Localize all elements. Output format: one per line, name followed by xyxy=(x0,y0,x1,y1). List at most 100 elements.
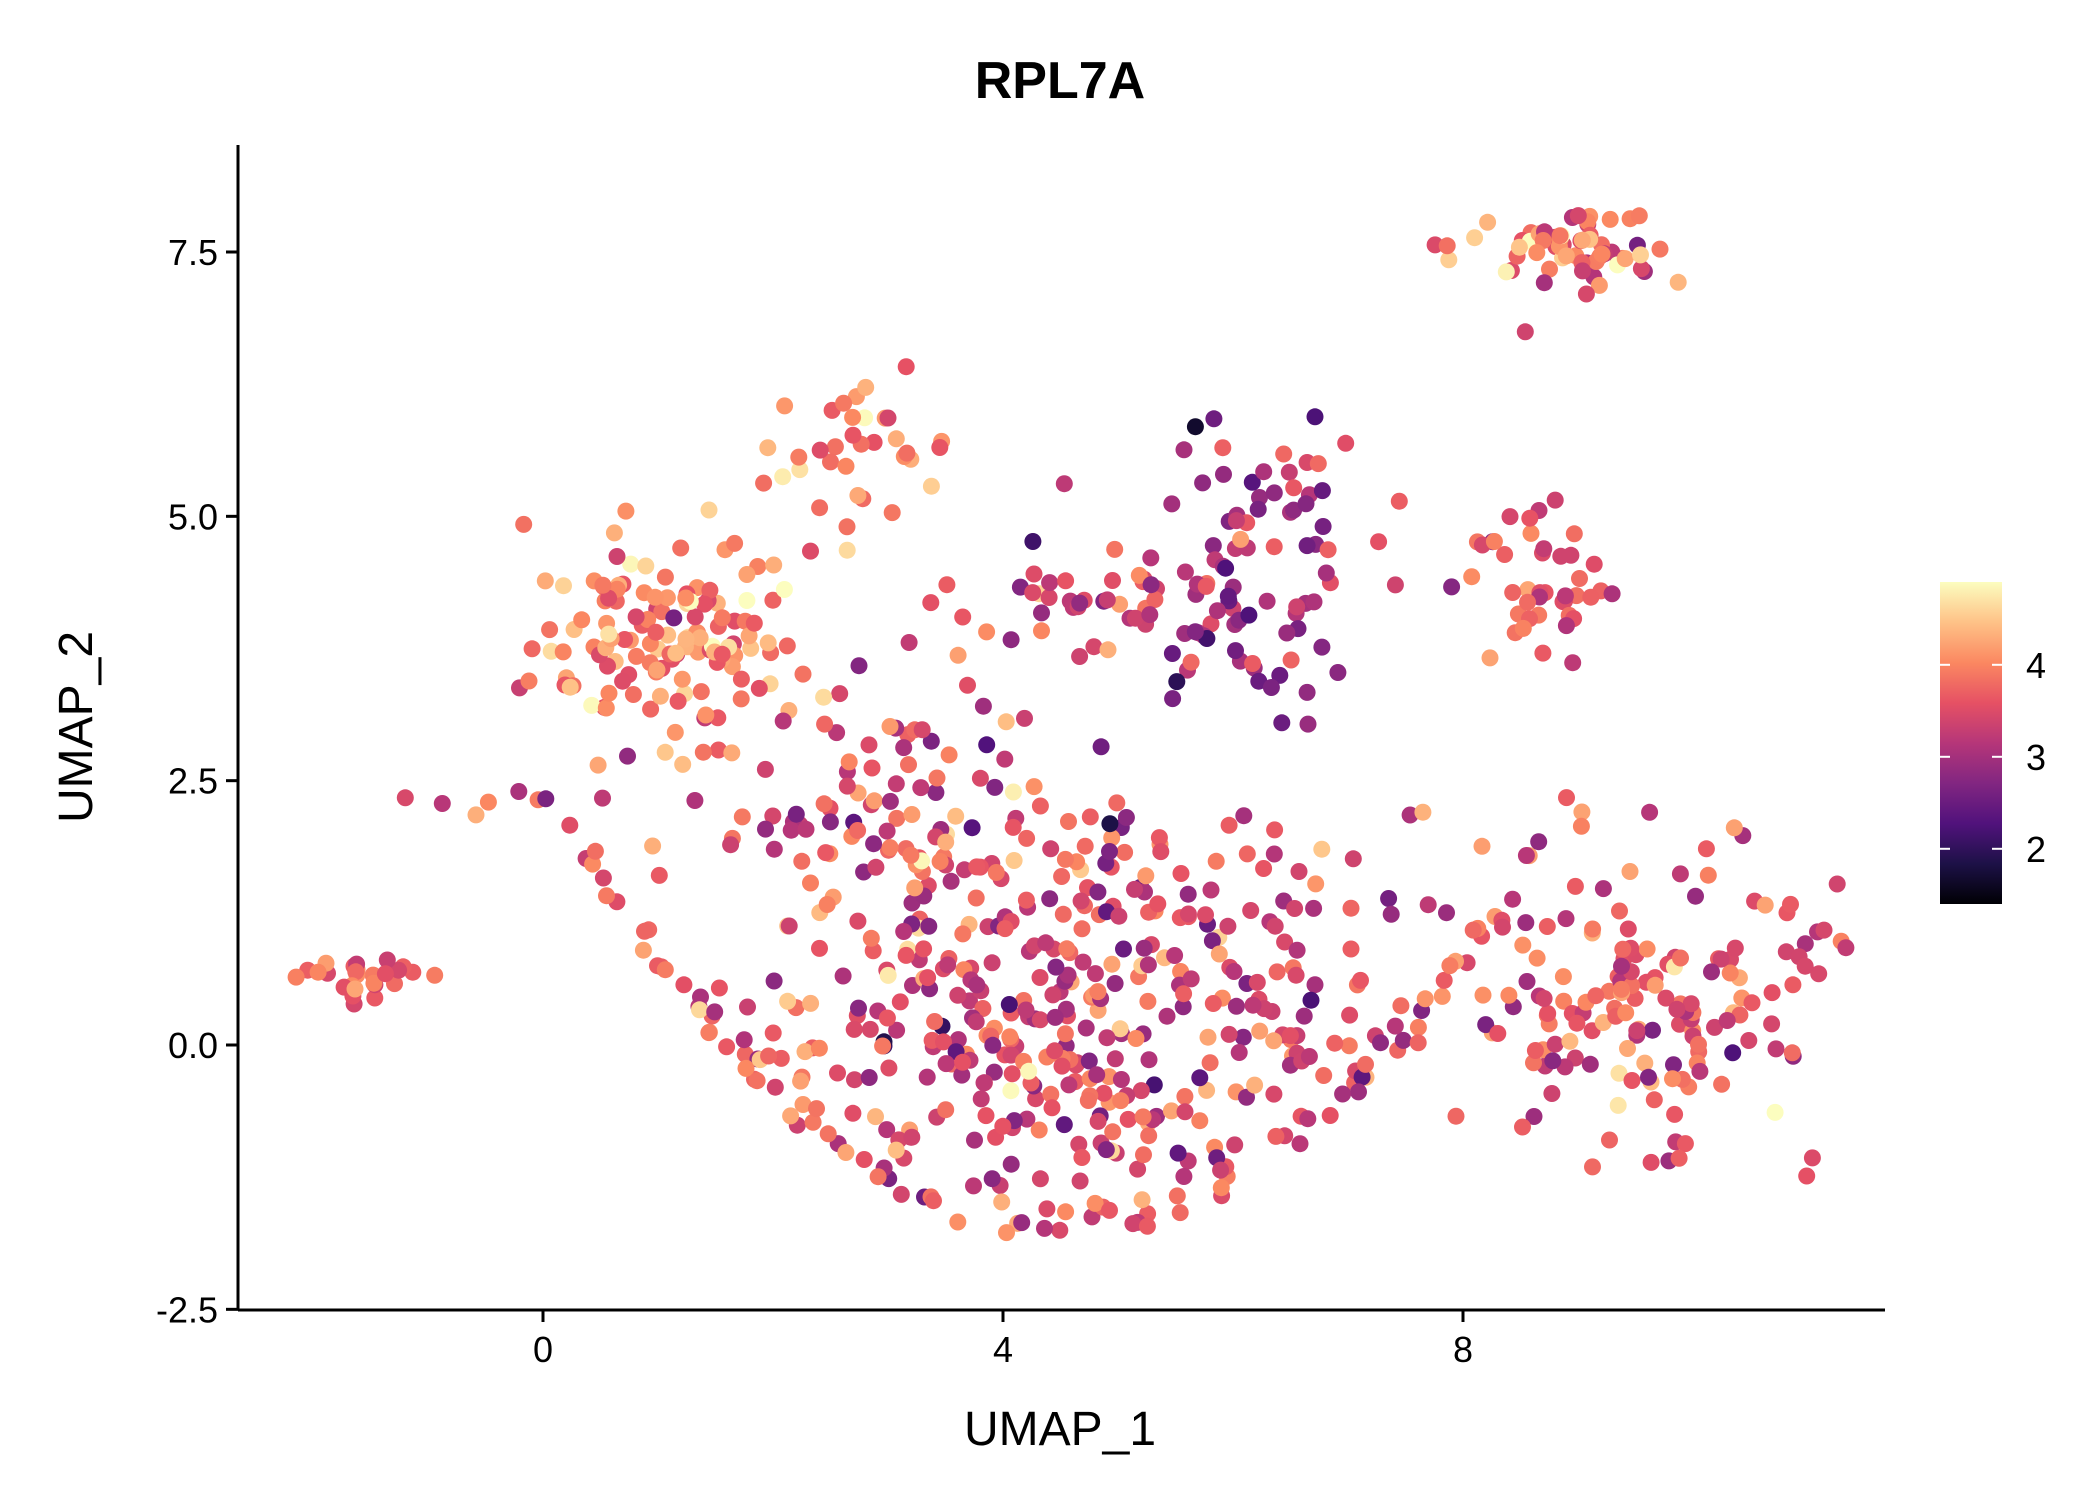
data-point xyxy=(869,1168,887,1186)
data-point xyxy=(1186,418,1204,436)
data-point xyxy=(1268,963,1286,981)
data-point xyxy=(878,1121,896,1139)
data-point xyxy=(1182,970,1200,988)
data-point xyxy=(1390,492,1408,510)
data-point xyxy=(900,756,917,774)
data-point xyxy=(1204,995,1222,1012)
data-point xyxy=(1207,852,1225,870)
data-point xyxy=(1544,1052,1562,1070)
data-point xyxy=(537,790,555,808)
data-point xyxy=(968,976,986,994)
data-point xyxy=(1617,1004,1635,1022)
data-point xyxy=(1070,1135,1088,1153)
data-point xyxy=(1784,976,1802,994)
data-point xyxy=(1197,906,1214,924)
data-point xyxy=(600,625,618,643)
data-point xyxy=(850,999,867,1017)
data-point xyxy=(954,925,972,943)
data-point xyxy=(862,929,880,947)
data-point xyxy=(1557,910,1575,928)
data-point xyxy=(1278,624,1296,642)
data-point xyxy=(1740,1032,1758,1049)
data-point xyxy=(692,683,710,701)
data-point xyxy=(903,1128,921,1146)
data-point xyxy=(1504,890,1522,908)
data-point xyxy=(1651,240,1669,258)
data-point xyxy=(1614,940,1632,958)
data-point xyxy=(1380,890,1398,907)
data-point xyxy=(1076,837,1094,855)
data-point xyxy=(1517,914,1535,932)
data-point xyxy=(1638,940,1656,958)
data-point xyxy=(1106,975,1124,992)
data-point xyxy=(844,426,862,444)
data-point xyxy=(1326,1034,1344,1052)
data-point xyxy=(1086,1194,1104,1212)
data-point xyxy=(561,816,579,834)
data-point xyxy=(378,951,396,969)
data-point xyxy=(1145,1076,1163,1094)
data-point xyxy=(346,980,364,998)
data-point xyxy=(1329,664,1347,681)
data-point xyxy=(1370,533,1388,551)
data-point xyxy=(1115,940,1132,958)
data-point xyxy=(1266,821,1284,839)
data-point xyxy=(1135,939,1153,957)
data-point xyxy=(887,1141,905,1159)
data-point xyxy=(738,566,756,583)
data-point xyxy=(600,684,618,702)
data-point xyxy=(1306,976,1324,994)
data-point xyxy=(903,806,921,823)
data-point xyxy=(745,614,763,632)
data-point xyxy=(849,487,867,504)
data-point xyxy=(1031,1170,1049,1188)
x-tick-label: 0 xyxy=(533,1329,553,1370)
data-point xyxy=(677,630,695,648)
data-point xyxy=(1071,1172,1089,1190)
data-point xyxy=(967,889,985,907)
data-point xyxy=(816,715,834,733)
data-point xyxy=(782,821,800,839)
data-point xyxy=(1149,895,1167,913)
data-point xyxy=(1033,622,1050,640)
data-point xyxy=(865,835,883,853)
data-point xyxy=(1571,570,1588,587)
data-point xyxy=(1616,250,1634,268)
data-point xyxy=(1108,794,1126,812)
data-point xyxy=(1796,957,1814,975)
data-point xyxy=(1601,1131,1618,1149)
data-point xyxy=(1726,939,1744,957)
data-point xyxy=(1382,905,1400,923)
data-point xyxy=(1295,1007,1313,1025)
data-point xyxy=(1426,236,1444,254)
data-point xyxy=(1271,666,1289,684)
data-point xyxy=(1005,852,1023,869)
data-point xyxy=(915,940,933,958)
data-point xyxy=(1225,963,1243,980)
data-point xyxy=(931,853,949,870)
data-point xyxy=(1025,565,1043,583)
data-point xyxy=(1687,887,1704,905)
data-point xyxy=(1126,609,1144,627)
data-point xyxy=(1590,276,1608,294)
data-point xyxy=(1176,563,1194,581)
data-point xyxy=(765,556,783,574)
data-point xyxy=(892,1185,910,1203)
data-point xyxy=(1642,1153,1660,1171)
data-point xyxy=(966,1131,983,1149)
data-point xyxy=(1227,997,1245,1015)
data-point xyxy=(1474,986,1492,1004)
data-point xyxy=(1182,653,1200,671)
data-point xyxy=(1220,816,1238,834)
data-point xyxy=(849,912,867,930)
data-point xyxy=(1315,1067,1333,1084)
data-point xyxy=(1016,709,1033,727)
data-point xyxy=(895,923,913,940)
data-point xyxy=(780,917,798,935)
data-point xyxy=(888,1021,906,1039)
data-point xyxy=(920,917,938,935)
data-point xyxy=(778,637,796,655)
data-point xyxy=(844,1104,862,1122)
data-point xyxy=(1251,1022,1269,1040)
data-point xyxy=(974,697,992,715)
